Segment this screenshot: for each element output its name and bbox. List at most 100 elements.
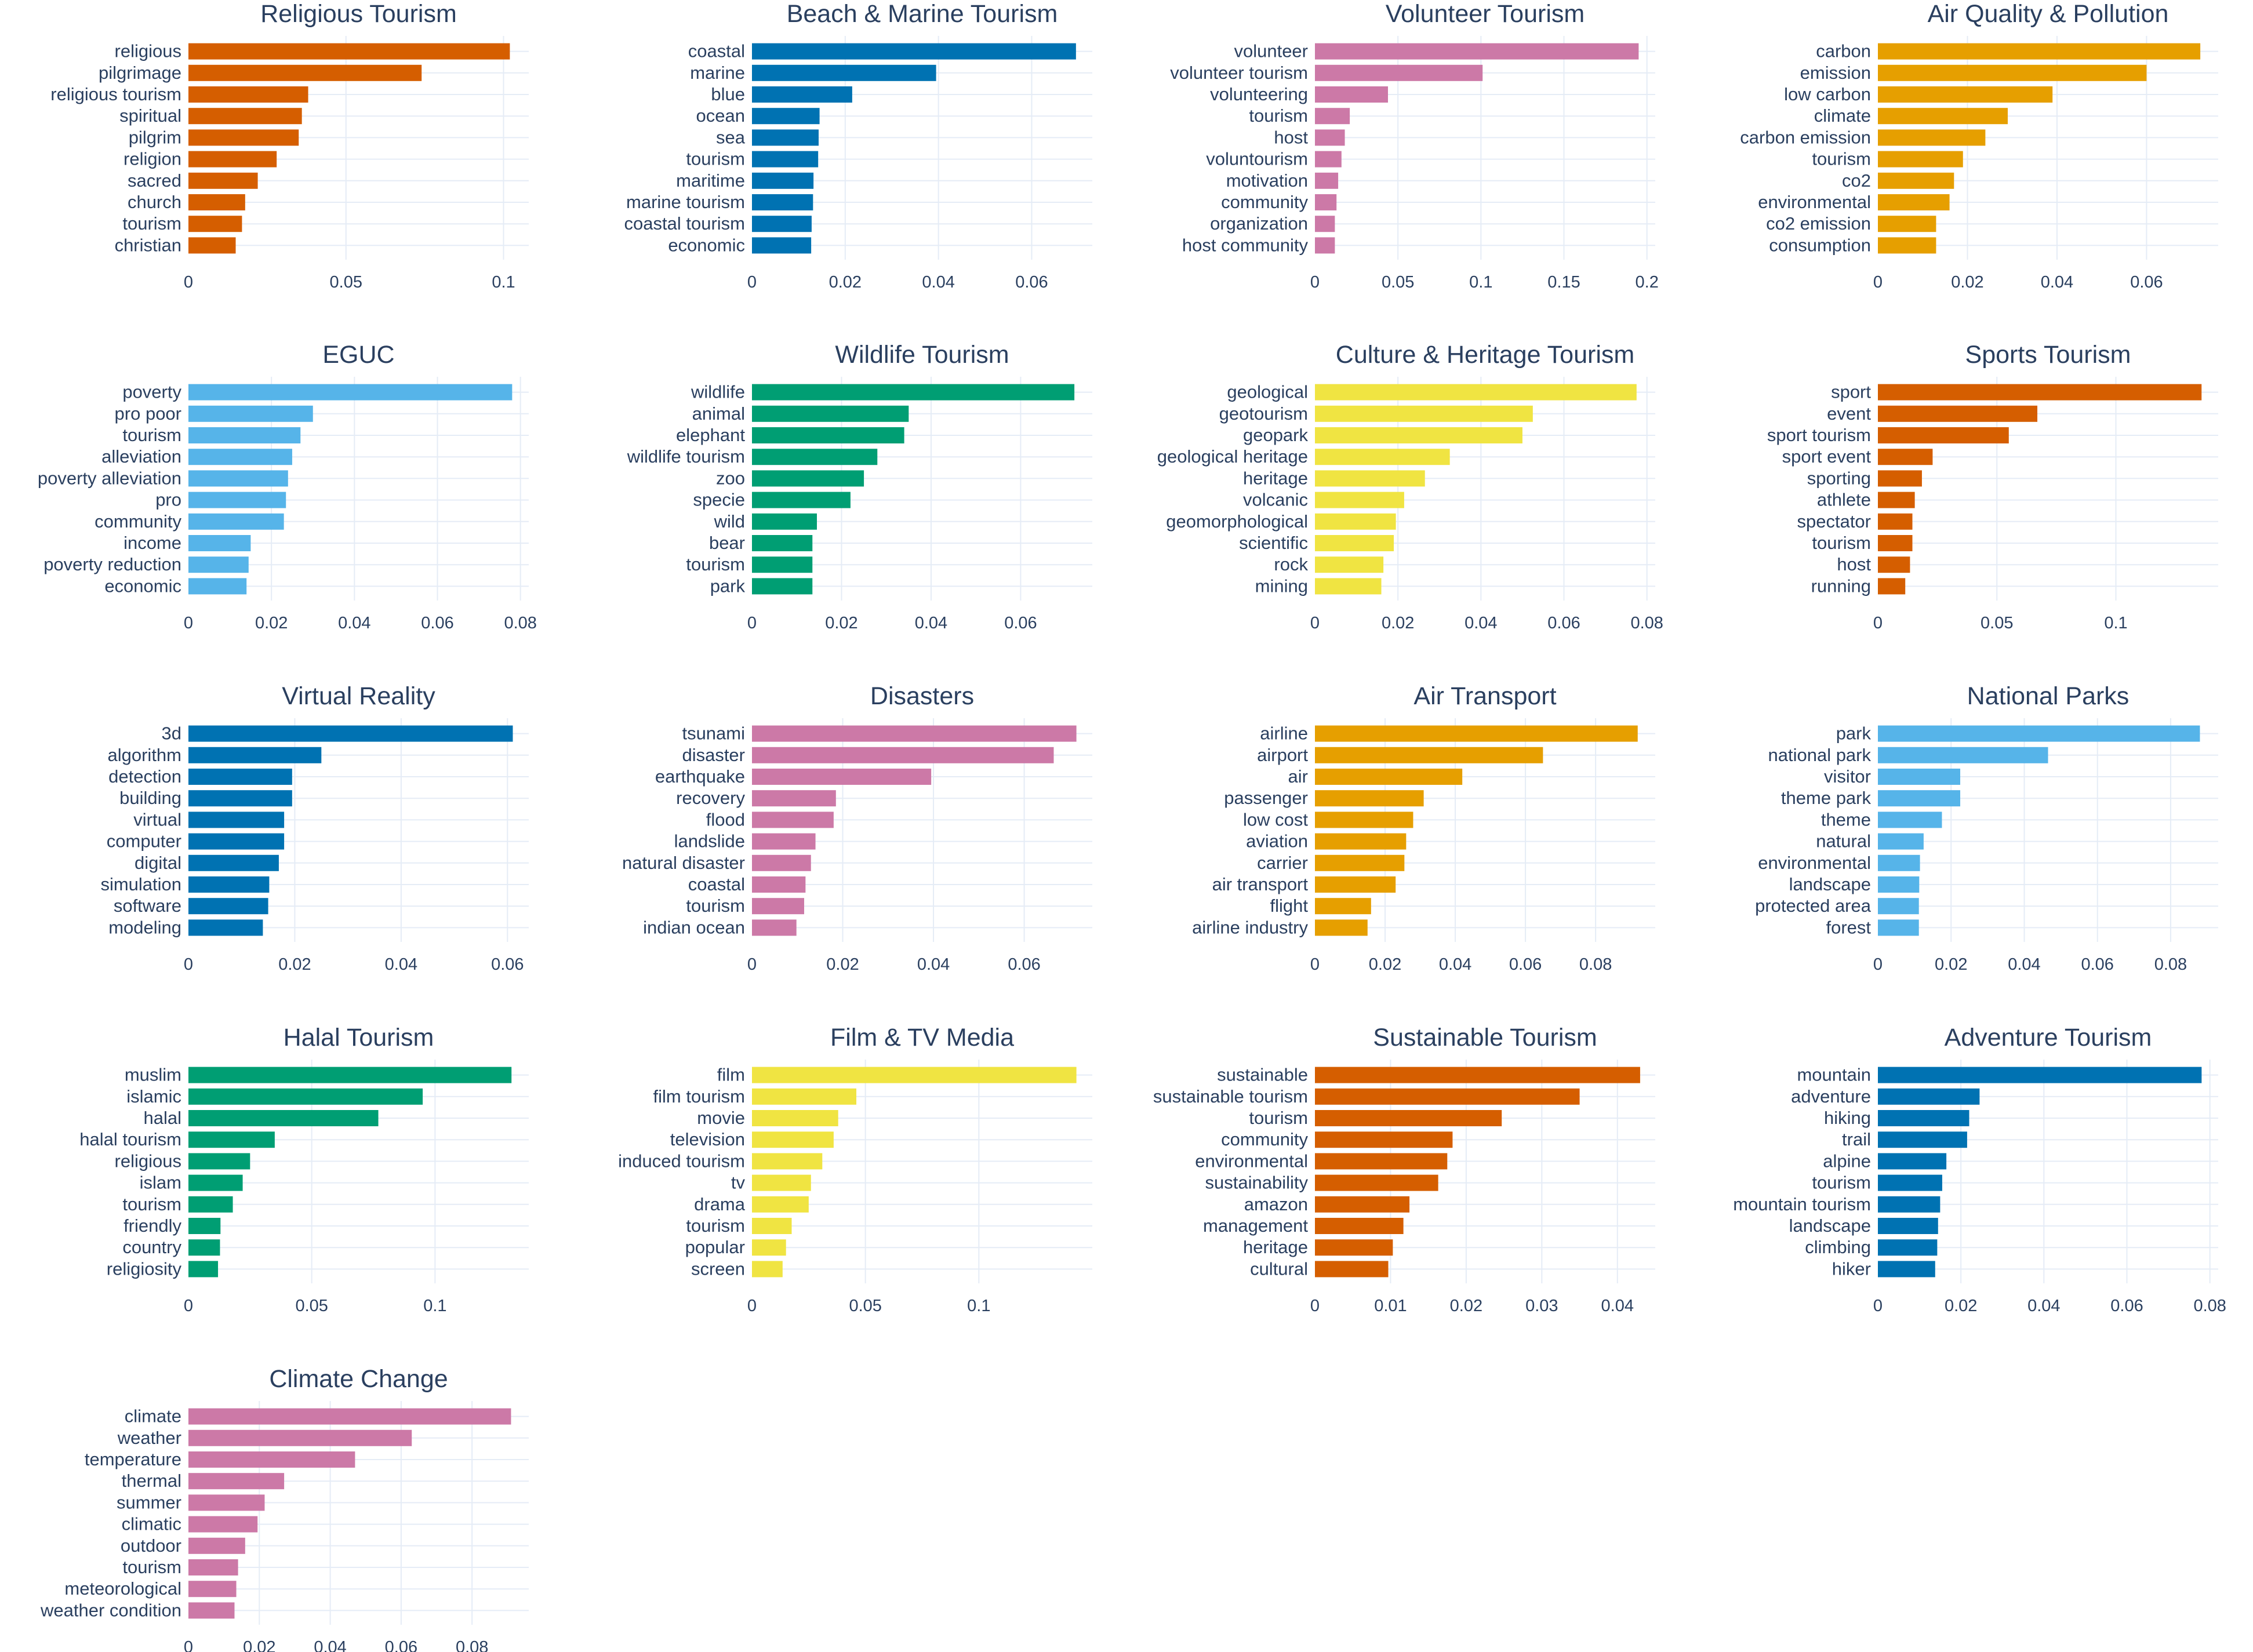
bar	[752, 384, 1075, 401]
category-label: outdoor	[121, 1535, 181, 1556]
tick-label: 0	[1873, 1297, 1883, 1315]
bar	[1878, 747, 2048, 763]
category-label: climatic	[122, 1514, 181, 1534]
bar	[1315, 535, 1394, 551]
bar	[188, 1581, 237, 1598]
panel-title: Adventure Tourism	[1945, 1024, 2152, 1051]
category-label: sport	[1831, 382, 1871, 402]
category-label: tourism	[1249, 105, 1308, 126]
bar	[752, 812, 834, 828]
category-label: tourism	[1812, 1173, 1871, 1193]
tick-label: 0.04	[2008, 955, 2040, 974]
bar	[752, 216, 812, 232]
bar	[1315, 1153, 1448, 1170]
category-label: bear	[709, 533, 745, 553]
bar	[752, 43, 1076, 60]
bar	[1878, 1261, 1935, 1278]
category-label: recovery	[676, 788, 745, 808]
bar	[188, 1537, 245, 1554]
category-label: temperature	[85, 1449, 181, 1469]
tick-label: 0.02	[243, 1638, 275, 1652]
bar	[1878, 43, 2201, 60]
category-label: religiosity	[107, 1258, 182, 1279]
bar	[1878, 1067, 2202, 1083]
category-label: elephant	[676, 425, 745, 445]
bar	[1315, 492, 1404, 508]
tick-label: 0.1	[2104, 614, 2127, 632]
tick-label: 0.06	[491, 955, 524, 974]
category-label: screen	[691, 1258, 745, 1279]
bar	[752, 151, 819, 168]
category-label: indian ocean	[643, 917, 745, 937]
panel-title: Volunteer Tourism	[1386, 0, 1585, 28]
category-label: sport event	[1782, 446, 1872, 467]
category-label: thermal	[122, 1471, 181, 1491]
bar	[188, 1473, 285, 1490]
bar	[188, 1218, 221, 1234]
bar	[1878, 194, 1950, 210]
bar	[1315, 1174, 1438, 1191]
category-label: host community	[1182, 235, 1309, 255]
bar	[1315, 129, 1345, 146]
bar	[752, 1239, 786, 1256]
category-label: rock	[1274, 554, 1308, 574]
category-label: air	[1288, 766, 1308, 787]
bar	[752, 405, 909, 422]
category-label: climate	[125, 1406, 181, 1427]
category-label: spiritual	[119, 105, 181, 126]
category-label: specie	[693, 490, 745, 510]
panel-5: Wildlife Tourismwildlifeanimalelephantwi…	[627, 341, 1092, 632]
bar	[752, 129, 819, 146]
bar	[1878, 470, 1922, 487]
category-label: landscape	[1789, 1216, 1871, 1236]
tick-label: 0.08	[456, 1638, 488, 1652]
bar	[188, 790, 292, 807]
bar	[188, 64, 422, 81]
category-label: digital	[135, 853, 181, 873]
tick-label: 0.04	[314, 1638, 346, 1652]
category-label: motivation	[1226, 170, 1308, 191]
bar	[1878, 535, 1913, 551]
bar	[188, 1110, 379, 1126]
category-label: sustainable tourism	[1153, 1086, 1308, 1107]
category-label: weather	[117, 1428, 181, 1448]
category-label: geopark	[1243, 425, 1309, 445]
bar	[188, 854, 279, 871]
category-label: emission	[1800, 63, 1871, 83]
tick-label: 0.01	[1374, 1297, 1407, 1315]
panel-8: Virtual Reality 3dalgorithmdetectionbuild…	[100, 682, 529, 974]
category-label: geotourism	[1219, 403, 1308, 424]
category-label: air transport	[1212, 874, 1309, 894]
panel-title: Wildlife Tourism	[835, 341, 1009, 369]
bar	[752, 492, 851, 508]
category-label: community	[1221, 1129, 1308, 1149]
bar	[188, 769, 292, 785]
bar	[188, 812, 285, 828]
bar	[188, 43, 510, 60]
bar	[1315, 725, 1638, 742]
category-label: wildlife	[691, 382, 745, 402]
tick-label: 0	[1310, 955, 1320, 974]
category-label: simulation	[100, 874, 181, 894]
panel-title: National Parks	[1967, 682, 2130, 710]
category-label: carrier	[1257, 853, 1308, 873]
bar	[188, 492, 286, 508]
category-label: environmental	[1758, 853, 1871, 873]
bar	[1878, 151, 1963, 168]
category-label: income	[123, 533, 181, 553]
category-label: athlete	[1817, 490, 1871, 510]
tick-label: 0.05	[330, 273, 362, 292]
category-label: park	[710, 576, 746, 596]
category-label: pilgrimage	[99, 63, 181, 83]
category-label: computer	[107, 831, 181, 852]
bar	[752, 1153, 823, 1170]
category-label: host	[1837, 554, 1871, 574]
bar	[188, 1408, 511, 1425]
bar	[1878, 449, 1933, 465]
category-label: landslide	[674, 831, 745, 852]
panel-title: Film & TV Media	[830, 1024, 1014, 1051]
bar	[1315, 769, 1463, 785]
